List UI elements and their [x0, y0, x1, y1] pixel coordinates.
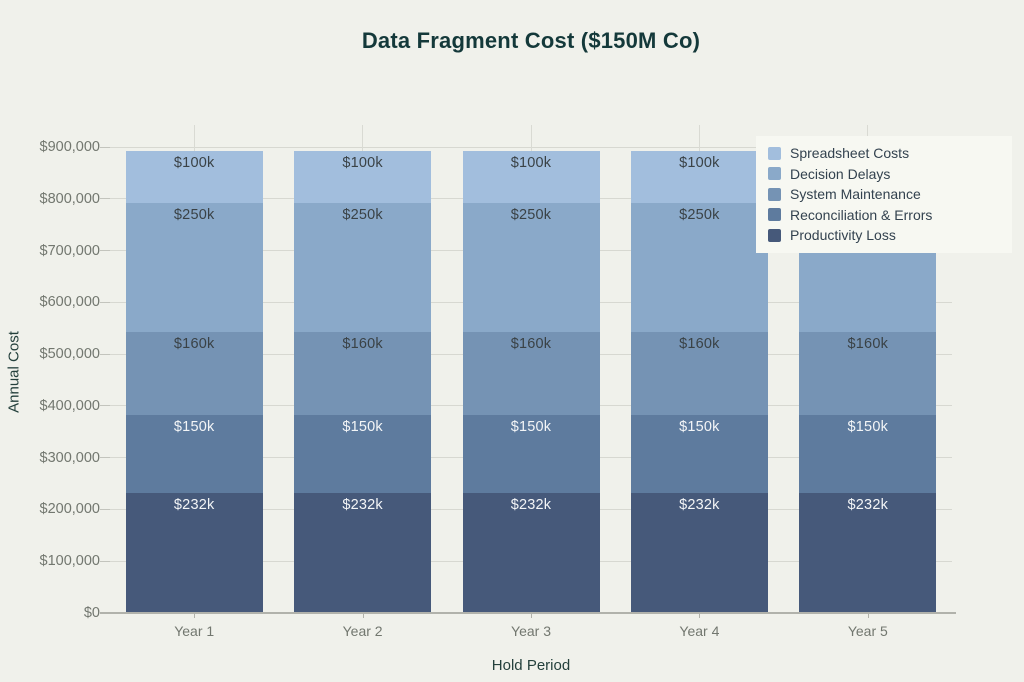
bar-segment-spreadsheet-costs: $100k	[462, 151, 600, 203]
chart-title: Data Fragment Cost ($150M Co)	[361, 28, 701, 53]
y-tick-label: $400,000	[39, 397, 100, 414]
x-axis-title: Hold Period	[491, 657, 571, 674]
bar-segment-label: $160k	[510, 336, 552, 353]
legend-label: Reconciliation & Errors	[790, 206, 933, 223]
bar-segment-label: $150k	[679, 419, 720, 436]
legend-label: Spreadsheet Costs	[790, 145, 910, 162]
bar-segment-reconciliation-errors: $150k	[125, 415, 263, 493]
x-tick-mark	[362, 613, 364, 618]
bar-segment-reconciliation-errors: $150k	[799, 415, 937, 493]
y-tick-mark	[100, 405, 110, 407]
bar-year-3: $100k $250k $160k $150k $232k	[462, 151, 600, 613]
bar-segment-label: $250k	[342, 206, 383, 223]
bar-segment-label: $150k	[510, 419, 552, 436]
x-tick-mark	[867, 613, 869, 618]
y-tick-label: $300,000	[39, 449, 100, 466]
legend-item-reconciliation-errors: Reconciliation & Errors	[768, 205, 1002, 226]
y-tick-label: $900,000	[39, 139, 100, 155]
x-tick-mark	[531, 613, 532, 618]
bar-segment-productivity-loss: $232k	[799, 492, 937, 613]
legend-swatch-icon	[768, 228, 781, 242]
bar-segment-spreadsheet-costs: $100k	[125, 151, 263, 203]
bar-segment-label: $150k	[173, 419, 215, 436]
bar-segment-productivity-loss: $232k	[462, 492, 600, 613]
x-tick-label: Year 3	[511, 623, 551, 639]
y-tick-label: $0	[83, 605, 100, 621]
bar-segment-label: $160k	[679, 336, 720, 353]
bar-segment-spreadsheet-costs: $100k	[294, 151, 432, 203]
x-tick-mark	[699, 613, 701, 618]
bar-segment-system-maintenance: $160k	[462, 332, 600, 416]
y-tick-label: $500,000	[39, 346, 100, 363]
bar-year-4: $100k $250k $160k $150k $232k	[630, 151, 768, 613]
bar-segment-label: $232k	[510, 496, 552, 513]
bar-segment-label: $160k	[342, 336, 383, 353]
y-tick-label: $100,000	[39, 553, 100, 570]
legend-swatch-icon	[768, 167, 781, 181]
bar-segment-label: $100k	[342, 155, 383, 172]
legend-swatch-icon	[768, 208, 781, 222]
legend-item-productivity-loss: Productivity Loss	[768, 225, 1002, 246]
y-tick-mark	[100, 457, 110, 459]
bar-segment-label: $232k	[847, 496, 889, 513]
bar-segment-label: $100k	[679, 155, 720, 172]
legend-item-decision-delays: Decision Delays	[768, 164, 1002, 185]
legend-swatch-icon	[768, 146, 781, 160]
bar-segment-label: $232k	[173, 496, 215, 513]
bar-segment-system-maintenance: $160k	[294, 332, 432, 416]
x-tick-label: Year 1	[174, 623, 215, 639]
y-tick-mark	[100, 301, 110, 303]
bar-year-1: $100k $250k $160k $150k $232k	[125, 151, 263, 613]
bar-segment-label: $150k	[342, 419, 383, 436]
x-tick-mark	[194, 613, 196, 618]
bar-segment-productivity-loss: $232k	[294, 492, 432, 613]
y-tick-mark	[100, 560, 110, 562]
bar-segment-system-maintenance: $160k	[125, 332, 263, 416]
bar-segment-label: $100k	[173, 155, 215, 172]
x-axis-line	[100, 611, 956, 614]
legend: Spreadsheet Costs Decision Delays System M…	[756, 136, 1012, 253]
bar-segment-label: $100k	[510, 155, 552, 172]
bar-segment-productivity-loss: $232k	[630, 492, 768, 613]
bar-segment-label: $232k	[342, 496, 383, 513]
y-tick-label: $200,000	[39, 501, 100, 518]
legend-item-system-maintenance: System Maintenance	[768, 184, 1002, 205]
bar-segment-spreadsheet-costs: $100k	[630, 151, 768, 203]
x-tick-label: Year 5	[847, 623, 888, 639]
legend-swatch-icon	[768, 187, 781, 201]
bar-segment-system-maintenance: $160k	[799, 332, 937, 416]
bar-segment-reconciliation-errors: $150k	[294, 415, 432, 493]
bar-segment-label: $250k	[510, 206, 552, 223]
bar-segment-decision-delays: $250k	[125, 202, 263, 333]
bar-segment-label: $250k	[173, 206, 215, 223]
bar-segment-decision-delays: $250k	[462, 202, 600, 333]
y-tick-mark	[100, 508, 110, 510]
x-tick-label: Year 4	[679, 623, 720, 639]
bar-segment-label: $250k	[679, 206, 720, 223]
bar-segment-label: $160k	[173, 336, 215, 353]
legend-label: System Maintenance	[790, 186, 921, 203]
legend-item-spreadsheet-costs: Spreadsheet Costs	[768, 143, 1002, 164]
y-tick-mark	[100, 250, 110, 252]
y-tick-mark	[100, 353, 110, 355]
y-tick-label: $700,000	[39, 242, 100, 259]
bar-segment-label: $232k	[679, 496, 720, 513]
bar-segment-decision-delays: $250k	[630, 202, 768, 333]
bar-segment-decision-delays: $250k	[294, 202, 432, 333]
bar-segment-label: $150k	[847, 419, 889, 436]
bar-segment-reconciliation-errors: $150k	[462, 415, 600, 493]
bar-segment-productivity-loss: $232k	[125, 492, 263, 613]
bar-segment-system-maintenance: $160k	[630, 332, 768, 416]
bar-segment-label: $160k	[847, 336, 889, 353]
y-tick-mark	[100, 146, 110, 148]
y-tick-label: $800,000	[39, 190, 100, 207]
legend-label: Decision Delays	[790, 165, 891, 182]
bar-year-2: $100k $250k $160k $150k $232k	[294, 151, 432, 613]
legend-label: Productivity Loss	[790, 227, 896, 244]
y-tick-label: $600,000	[39, 294, 100, 311]
y-tick-mark	[100, 198, 110, 200]
bar-segment-reconciliation-errors: $150k	[630, 415, 768, 493]
x-tick-label: Year 2	[342, 623, 383, 639]
